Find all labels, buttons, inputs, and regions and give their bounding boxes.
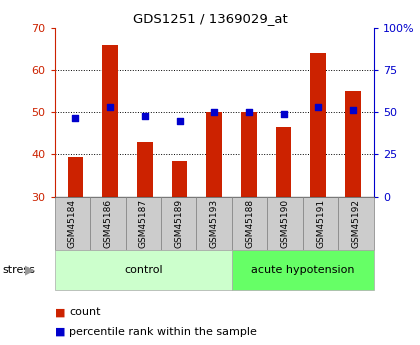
Text: ▶: ▶ (26, 264, 35, 276)
Text: GSM45186: GSM45186 (103, 199, 112, 248)
Text: GSM45187: GSM45187 (139, 199, 148, 248)
Text: GSM45189: GSM45189 (174, 199, 183, 248)
Text: GSM45190: GSM45190 (281, 199, 290, 248)
Text: GSM45188: GSM45188 (245, 199, 254, 248)
Bar (276, 127, 291, 197)
Point (349, 108, 356, 113)
Text: control: control (124, 265, 163, 275)
Text: GSM45192: GSM45192 (352, 199, 360, 248)
Point (315, 104, 322, 110)
Text: GSM45193: GSM45193 (210, 199, 219, 248)
Text: count: count (69, 307, 101, 317)
Point (246, 109, 252, 115)
Text: stress: stress (2, 265, 35, 275)
Text: ■: ■ (55, 307, 65, 317)
Point (107, 104, 113, 110)
Point (211, 109, 218, 115)
Bar (241, 112, 257, 197)
Text: acute hypotension: acute hypotension (251, 265, 354, 275)
Point (142, 114, 148, 119)
Point (72, 115, 79, 121)
Bar (68, 157, 83, 197)
Bar (137, 142, 152, 197)
Bar (102, 45, 118, 197)
Text: GDS1251 / 1369029_at: GDS1251 / 1369029_at (133, 12, 287, 25)
Bar (206, 112, 222, 197)
Bar (345, 91, 361, 197)
Bar (310, 53, 326, 197)
Point (176, 118, 183, 124)
Text: GSM45191: GSM45191 (316, 199, 325, 248)
Text: GSM45184: GSM45184 (68, 199, 77, 248)
Bar (172, 161, 187, 197)
Point (280, 111, 287, 117)
Text: percentile rank within the sample: percentile rank within the sample (69, 327, 257, 337)
Text: ■: ■ (55, 327, 65, 337)
